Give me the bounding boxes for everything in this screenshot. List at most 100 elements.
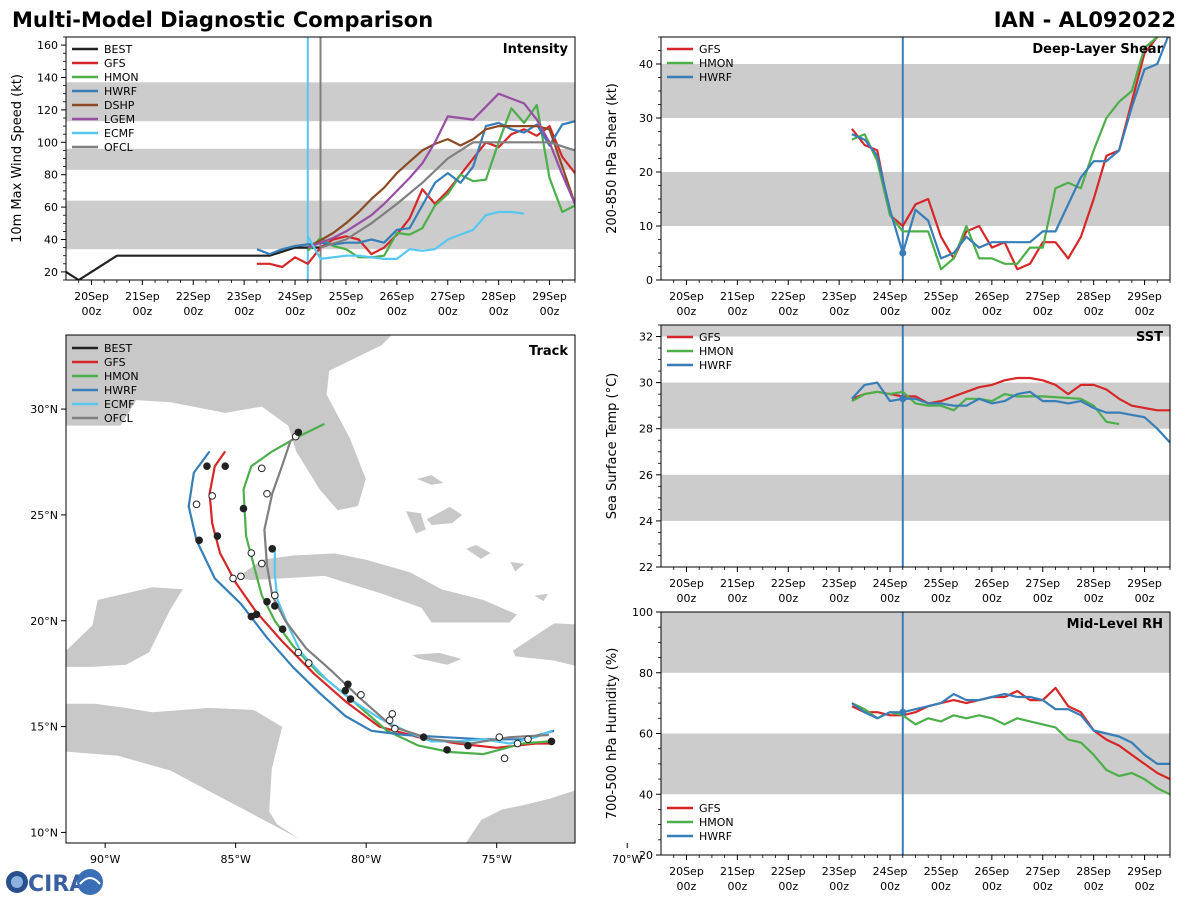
x-tick-label-hour: 00z: [880, 305, 900, 318]
track-position-marker: [464, 741, 472, 750]
plot-area: [66, 37, 575, 280]
track-position-marker: [213, 532, 222, 540]
track-position-marker: [524, 735, 532, 744]
x-tick-label-date: 27Sep: [1025, 290, 1060, 303]
x-tick-label-hour: 00z: [1135, 305, 1155, 318]
sst-panel: 22 24 26 28 30 32 20Sep 00z 21Sep 00z 22Sep 00z 23Se…: [605, 324, 1171, 605]
threshold-band: [661, 64, 1170, 118]
y-tick-label: 120: [37, 104, 58, 117]
shear-panel: 0 10 20 30 40 20Sep 00z 21Sep 00z 22Sep 00z 23Sep 00…: [605, 36, 1171, 318]
y-tick-label: 40: [639, 788, 653, 801]
track-position-marker: [229, 574, 237, 583]
y-tick-label: 32: [639, 331, 653, 344]
x-tick-label-hour: 00z: [778, 592, 798, 605]
x-tick-label-hour: 00z: [1033, 592, 1053, 605]
threshold-band: [661, 172, 1170, 226]
x-tick-label-date: 25Sep: [924, 290, 959, 303]
x-tick-label-date: 20Sep: [669, 577, 704, 590]
series-line-dshp: [307, 124, 575, 249]
lat-tick-label: 10°N: [30, 826, 58, 839]
track-position-marker: [192, 500, 201, 509]
lon-tick-label: 75°W: [482, 853, 512, 866]
x-tick-label-hour: 00z: [540, 305, 560, 318]
x-tick-label-date: 21Sep: [125, 290, 160, 303]
x-tick-label-hour: 00z: [1135, 592, 1155, 605]
panel-title: Deep-Layer Shear: [1032, 42, 1163, 57]
x-tick-label-date: 21Sep: [720, 577, 755, 590]
threshold-band: [661, 325, 1170, 337]
y-tick-label: 30: [639, 377, 653, 390]
x-tick-label-hour: 00z: [677, 880, 697, 893]
x-tick-label-date: 23Sep: [822, 865, 857, 878]
x-tick-label-hour: 00z: [336, 305, 356, 318]
cira-logo: CIRA: [6, 869, 103, 897]
track-position-marker: [357, 691, 365, 699]
land-mass: [66, 335, 393, 512]
series-line-hmon: [851, 37, 1161, 271]
track-position-marker: [547, 737, 556, 746]
storm-id: IAN - AL092022: [994, 8, 1176, 32]
track-position-marker: [391, 724, 399, 733]
x-tick-label-date: 28Sep: [1076, 865, 1111, 878]
analysis-point: [899, 395, 907, 403]
figure-title: Multi-Model Diagnostic Comparison: [12, 8, 433, 32]
seal-icon: [77, 869, 103, 895]
threshold-band: [661, 474, 1170, 521]
series-line-hmon: [307, 103, 575, 259]
land-mass: [66, 586, 185, 668]
x-tick-label-date: 26Sep: [974, 865, 1009, 878]
track-position-marker: [263, 489, 271, 498]
land-mass: [366, 789, 575, 843]
plot-area: [661, 37, 1170, 280]
legend-label: DSHP: [104, 99, 135, 112]
analysis-point: [899, 249, 907, 257]
x-tick-label-date: 22Sep: [771, 290, 806, 303]
x-tick-label-hour: 00z: [727, 592, 747, 605]
y-tick-label: 60: [639, 728, 653, 741]
x-tick-label-date: 28Sep: [1076, 577, 1111, 590]
land-mass: [509, 561, 527, 573]
plot-area: [661, 325, 1170, 567]
x-tick-label-hour: 00z: [677, 305, 697, 318]
legend-label: GFS: [699, 802, 721, 815]
x-tick-label-date: 21Sep: [720, 865, 755, 878]
x-tick-label-date: 21Sep: [720, 290, 755, 303]
logo-text: CIRA: [28, 872, 86, 897]
x-tick-label-date: 23Sep: [822, 577, 857, 590]
y-tick-label: 20: [639, 166, 653, 179]
x-tick-label-hour: 00z: [183, 305, 203, 318]
panel-title: SST: [1136, 330, 1163, 345]
x-tick-label-hour: 00z: [1033, 305, 1053, 318]
x-tick-label-hour: 00z: [438, 305, 458, 318]
track-position-marker: [346, 695, 355, 703]
legend-label: HMON: [699, 816, 734, 829]
track-position-marker: [495, 733, 504, 741]
track-position-marker: [385, 716, 394, 725]
y-axis-label: 10m Max Wind Speed (kt): [10, 74, 25, 243]
x-tick-label-hour: 00z: [234, 305, 254, 318]
y-tick-label: 140: [37, 72, 58, 85]
track-position-marker: [252, 610, 261, 619]
y-tick-label: 100: [37, 136, 58, 149]
x-tick-label-hour: 00z: [982, 305, 1002, 318]
x-tick-label-date: 23Sep: [822, 290, 857, 303]
x-tick-label-hour: 00z: [1033, 880, 1053, 893]
x-tick-label-hour: 00z: [880, 880, 900, 893]
y-tick-label: 20: [44, 266, 58, 279]
track-position-marker: [247, 549, 256, 557]
track-position-marker: [271, 591, 279, 600]
threshold-band: [661, 382, 1170, 429]
legend-label: GFS: [104, 356, 126, 369]
y-tick-label: 10: [639, 220, 653, 233]
x-tick-label-date: 22Sep: [771, 577, 806, 590]
y-tick-label: 80: [639, 667, 653, 680]
y-tick-label: 40: [44, 234, 58, 247]
x-tick-label-hour: 00z: [1135, 880, 1155, 893]
series-line-lgem: [307, 92, 575, 249]
legend-label: GFS: [699, 43, 721, 56]
y-tick-label: 28: [639, 423, 653, 436]
land-mass: [404, 510, 427, 535]
series-line-best: [66, 246, 321, 280]
x-tick-label-hour: 00z: [1084, 305, 1104, 318]
